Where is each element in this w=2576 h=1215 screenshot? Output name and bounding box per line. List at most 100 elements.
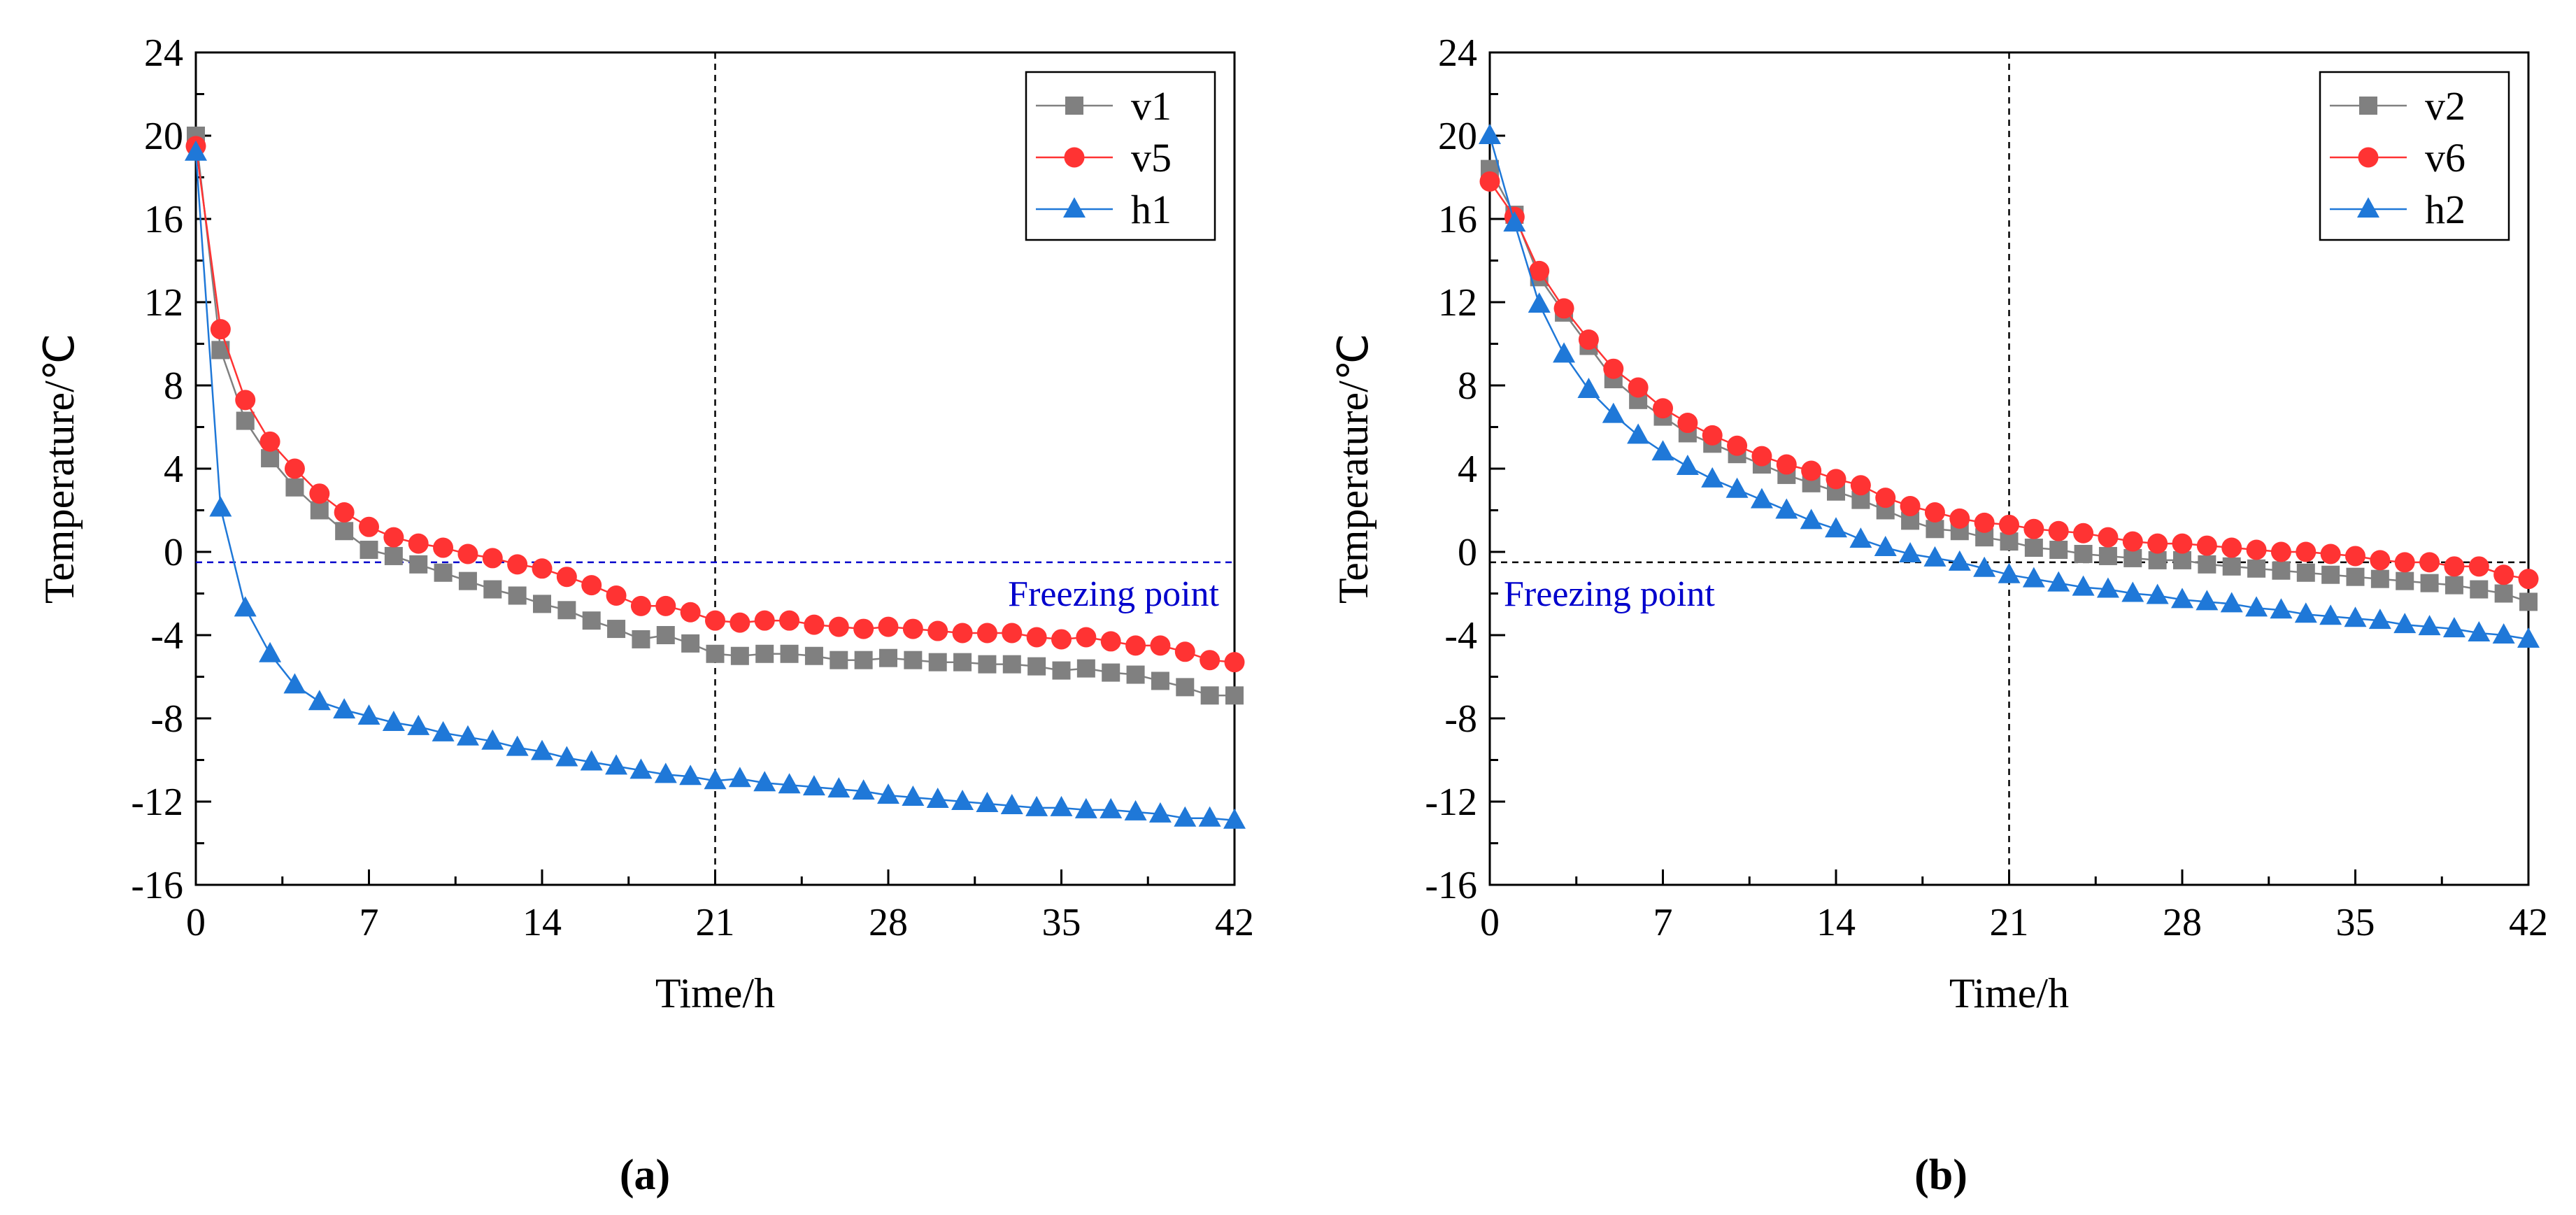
data-point-h1 — [951, 790, 974, 810]
data-point-v6 — [2023, 518, 2044, 539]
data-point-v6 — [1999, 514, 2019, 535]
data-point-h1 — [1223, 808, 1246, 829]
data-point-h2 — [2096, 577, 2119, 598]
data-point-h2 — [2171, 588, 2193, 609]
data-point-v1 — [1176, 678, 1195, 697]
data-point-h2 — [1750, 488, 1773, 509]
data-point-v2 — [2370, 569, 2389, 588]
data-point-v1 — [1102, 663, 1120, 682]
data-point-h1 — [976, 791, 999, 812]
data-point-v5 — [1125, 635, 1146, 656]
data-point-v5 — [754, 610, 775, 631]
data-point-v6 — [2048, 520, 2069, 541]
data-point-h2 — [1676, 455, 1699, 476]
y-tick-label: -12 — [131, 781, 183, 824]
data-point-v5 — [309, 483, 330, 504]
legend-label-v6: v6 — [2425, 135, 2465, 180]
y-tick-label: 12 — [144, 281, 183, 325]
data-point-v5 — [927, 620, 948, 641]
data-point-v6 — [2221, 537, 2242, 558]
data-point-h1 — [1000, 793, 1023, 814]
data-point-h1 — [283, 673, 306, 694]
y-tick-label: 4 — [164, 448, 183, 491]
data-point-h1 — [1198, 806, 1221, 827]
data-point-h1 — [407, 714, 430, 735]
data-point-v5 — [1002, 623, 1023, 644]
data-point-h1 — [234, 596, 257, 617]
data-point-v5 — [457, 543, 478, 564]
data-point-v6 — [1578, 329, 1599, 350]
data-point-v6 — [1553, 298, 1574, 319]
data-point-v6 — [2122, 531, 2143, 552]
data-point-v1 — [533, 595, 551, 613]
data-point-v1 — [582, 611, 601, 630]
data-point-v5 — [976, 623, 997, 644]
y-tick-label: 24 — [1438, 31, 1477, 75]
data-point-h2 — [2368, 609, 2391, 630]
y-tick-label: 8 — [1458, 364, 1477, 408]
legend-marker-h1 — [1063, 197, 1086, 218]
data-point-v1 — [904, 651, 923, 669]
data-point-v2 — [2396, 571, 2414, 590]
data-point-v2 — [2420, 574, 2439, 592]
data-point-v5 — [1224, 652, 1245, 673]
data-point-v5 — [507, 554, 528, 575]
data-point-h1 — [357, 704, 380, 725]
data-point-v1 — [1151, 672, 1169, 690]
x-tick-label: 21 — [696, 901, 735, 944]
y-tick-label: -16 — [131, 864, 183, 907]
data-point-v6 — [1826, 469, 1846, 490]
data-point-h2 — [1998, 562, 2021, 583]
y-tick-label: 16 — [144, 198, 183, 241]
data-point-h2 — [1923, 546, 1947, 567]
data-point-v6 — [2296, 541, 2317, 562]
data-point-h1 — [481, 729, 504, 750]
data-point-v1 — [755, 644, 774, 663]
data-point-h2 — [1701, 467, 1724, 488]
legend: v2 v6 h2 — [2319, 71, 2510, 241]
x-tick-label: 42 — [1215, 901, 1254, 944]
data-point-h1 — [1148, 802, 1172, 823]
x-tick-label: 35 — [2336, 901, 2375, 944]
data-point-v6 — [1677, 413, 1698, 434]
x-tick-label: 21 — [1990, 901, 2029, 944]
data-point-h2 — [2196, 590, 2219, 611]
data-point-v1 — [804, 646, 823, 665]
data-point-h1 — [1124, 800, 1147, 820]
data-point-h2 — [1528, 292, 1551, 313]
data-point-h1 — [852, 779, 875, 800]
data-point-h2 — [2517, 627, 2540, 648]
data-point-v1 — [780, 644, 799, 663]
data-point-h2 — [2418, 615, 2441, 636]
data-point-h2 — [2047, 571, 2070, 592]
panel-label: (a) — [620, 1151, 670, 1199]
data-point-v2 — [2470, 580, 2489, 599]
data-point-h2 — [1602, 402, 1625, 423]
data-point-h1 — [1174, 806, 1197, 827]
data-point-h2 — [1825, 517, 1847, 538]
data-point-h1 — [1050, 795, 1073, 816]
data-point-h1 — [580, 750, 603, 771]
chart-panel-b: 0 7 14 21 28 35 42 -16 -12 -8 -4 0 4 8 12 16 20 24 Time/h T… — [1330, 31, 2548, 1199]
data-point-h2 — [1899, 541, 1922, 562]
data-point-v1 — [483, 580, 502, 599]
data-point-h2 — [2344, 606, 2367, 627]
data-point-v1 — [632, 630, 650, 648]
data-point-v1 — [285, 478, 304, 497]
series-line-h1 — [194, 152, 1235, 822]
data-point-v5 — [853, 618, 874, 639]
data-point-h1 — [802, 775, 825, 796]
data-point-h1 — [654, 762, 677, 783]
data-point-v1 — [384, 546, 403, 565]
data-point-v6 — [1974, 512, 1995, 533]
data-point-v2 — [2173, 550, 2191, 569]
data-point-v5 — [210, 319, 231, 340]
data-point-v1 — [706, 644, 725, 663]
data-point-h1 — [704, 769, 727, 790]
freezing-point-label: Freezing point — [1008, 574, 1219, 614]
data-point-v6 — [2518, 569, 2539, 590]
data-point-v2 — [2494, 584, 2513, 603]
data-point-h1 — [382, 710, 405, 731]
data-point-h1 — [185, 140, 207, 161]
data-point-v6 — [2147, 533, 2168, 554]
